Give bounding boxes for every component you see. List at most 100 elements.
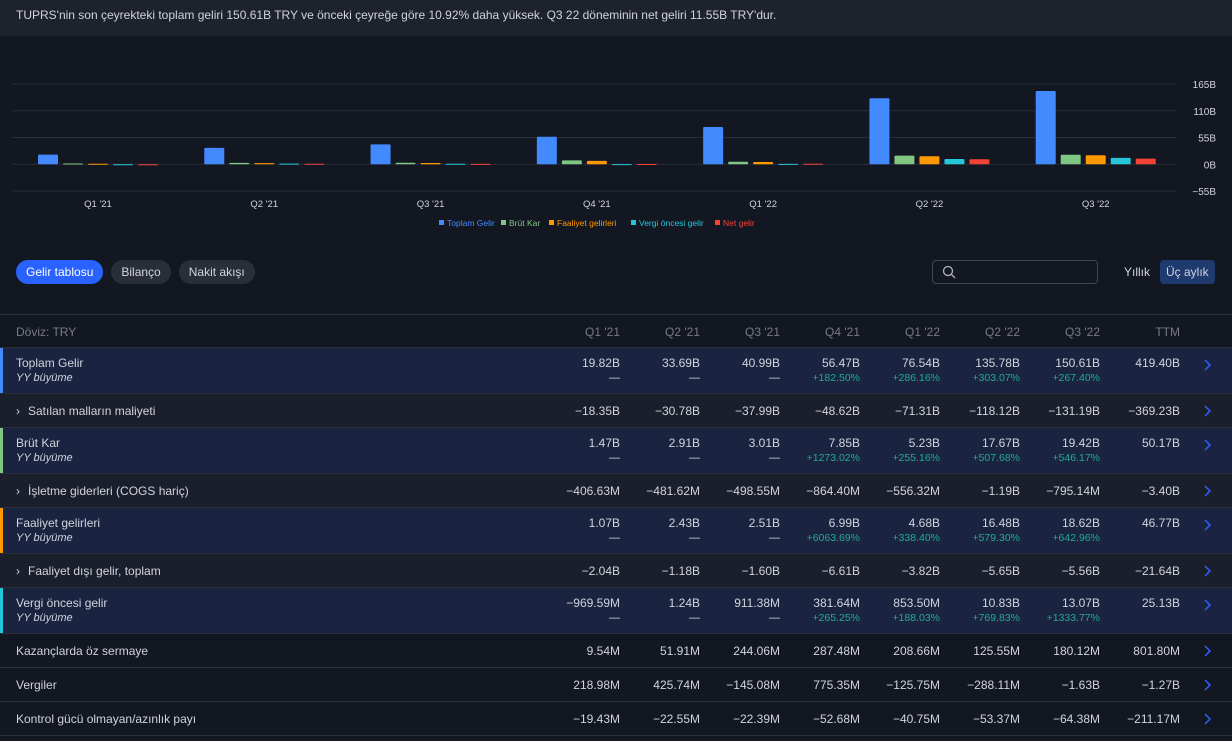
chevron-right-icon[interactable] [1200, 678, 1214, 692]
period-yearly-button[interactable]: Yıllık [1124, 265, 1151, 279]
row-label: Vergiler [16, 678, 57, 692]
y-tick-label: 55B [1198, 134, 1216, 145]
cell-value: −1.19B [981, 484, 1020, 498]
cell-value: 13.07B [1061, 596, 1100, 610]
cell-value: 381.64M [813, 596, 860, 610]
cell-growth: +642.96% [1052, 532, 1100, 544]
chevron-right-icon[interactable] [1200, 712, 1214, 726]
expand-caret-icon[interactable]: › [16, 404, 20, 418]
cell-value: −288.11M [967, 678, 1020, 692]
revenue-chart: 165B 110B 55B 0B −55B Q1 '21 Q2 '21 Q3 '21 Q4 '2… [12, 80, 1217, 228]
column-header: Q3 '22 [1065, 325, 1100, 339]
cell-value: −406.63M [566, 484, 620, 498]
legend-label: Vergi öncesi gelir [639, 218, 704, 228]
bar-vergi-ncesi-gelir-2 [445, 163, 466, 165]
row-label: Vergi öncesi gelir [16, 596, 107, 610]
period-quarterly-button[interactable]: Üç aylık [1160, 260, 1215, 284]
chevron-right-icon[interactable] [1200, 484, 1214, 498]
bar-vergi-ncesi-gelir-4 [778, 163, 799, 165]
cell-value: 50.17B [1141, 436, 1180, 450]
cell-value: −30.78B [654, 404, 700, 418]
chevron-right-icon[interactable] [1200, 518, 1214, 532]
cell-value: −131.19B [1048, 404, 1100, 418]
cell-value: −481.62M [646, 484, 700, 498]
cell-value: 56.47B [821, 356, 860, 370]
x-tick-label: Q2 '21 [250, 199, 278, 210]
column-header: Q4 '21 [825, 325, 860, 339]
tab-income-statement[interactable]: Gelir tablosu [16, 260, 104, 284]
cell-growth: +1333.77% [1046, 612, 1100, 624]
column-header: Q1 '22 [905, 325, 940, 339]
chevron-right-icon[interactable] [1200, 598, 1214, 612]
row-label: › İşletme giderleri (COGS hariç) [16, 484, 189, 498]
cell-value: 5.23B [908, 436, 940, 450]
cell-value: −3.82B [901, 564, 940, 578]
table-row[interactable]: Kazançlarda öz sermaye 9.54M 51.91M 244.06M… [0, 634, 1232, 668]
statement-tabs: Gelir tablosu Bilanço Nakit akışı [16, 260, 255, 284]
search-input[interactable] [961, 263, 1091, 281]
cell-value: 10.83B [981, 596, 1020, 610]
chevron-right-icon[interactable] [1200, 358, 1214, 372]
table-row[interactable]: › Faaliyet dışı gelir, toplam −2.04B −1.18B… [0, 554, 1232, 588]
row-sublabel: YY büyüme [16, 372, 73, 384]
bar-toplam-gelir-1 [204, 147, 225, 165]
expand-caret-icon[interactable]: › [16, 484, 20, 498]
cell-value: −22.55M [652, 712, 700, 726]
chevron-right-icon[interactable] [1200, 564, 1214, 578]
table-row[interactable]: Toplam Gelir YY büyüme 19.82B 33.69B 40.99B 5… [0, 348, 1232, 394]
table-row[interactable]: › İşletme giderleri (COGS hariç) −406.63M −… [0, 474, 1232, 508]
tab-balance-sheet[interactable]: Bilanço [111, 260, 171, 284]
bar-net-gelir-3 [636, 164, 657, 166]
table-row[interactable]: Faaliyet gelirleri YY büyüme 1.07B 2.43B 2.5… [0, 508, 1232, 554]
cell-value: −53.37M [972, 712, 1020, 726]
bar-toplam-gelir-5 [869, 98, 890, 165]
cell-value: 208.66M [893, 644, 940, 658]
cell-value: 801.80M [1133, 644, 1180, 658]
x-tick-label: Q3 '22 [1082, 199, 1110, 210]
bar-toplam-gelir-0 [38, 154, 58, 165]
cell-value: −969.59M [566, 596, 620, 610]
x-tick-label: Q3 '21 [417, 199, 445, 210]
table-row[interactable]: Vergiler 218.98M 425.74M −145.08M 775.35M −12… [0, 668, 1232, 702]
row-color-indicator [0, 508, 3, 553]
expand-caret-icon[interactable]: › [16, 564, 20, 578]
cell-value: −118.12B [969, 404, 1020, 418]
y-tick-label: −55B [1192, 187, 1216, 198]
legend-label: Toplam Gelir [447, 218, 495, 228]
tab-cash-flow[interactable]: Nakit akışı [178, 260, 255, 284]
search-box[interactable] [932, 260, 1098, 284]
table-row[interactable]: Kontrol gücü olmayan/azınlık payı −19.43M… [0, 702, 1232, 736]
table-row[interactable]: Vergi öncesi gelir YY büyüme −969.59M 1.24B… [0, 588, 1232, 634]
search-icon [942, 265, 956, 279]
column-header: TTM [1155, 325, 1180, 339]
row-color-indicator [0, 588, 3, 633]
cell-value: 3.01B [748, 436, 780, 450]
table-row[interactable]: › Satılan malların maliyeti −18.35B −30.78B… [0, 394, 1232, 428]
chevron-right-icon[interactable] [1200, 438, 1214, 452]
cell-growth: — [769, 372, 780, 384]
cell-value: −2.04B [581, 564, 620, 578]
cell-value: 244.06M [733, 644, 780, 658]
chevron-right-icon[interactable] [1200, 644, 1214, 658]
cell-value: −1.27B [1141, 678, 1180, 692]
bar-net-gelir-5 [969, 159, 990, 165]
currency-label: Döviz: TRY [16, 325, 77, 339]
row-name: Faaliyet gelirleri [16, 516, 101, 530]
cell-value: −6.61B [821, 564, 860, 578]
cell-value: 125.55M [973, 644, 1020, 658]
cell-value: 16.48B [981, 516, 1020, 530]
bar-vergi-ncesi-gelir-3 [611, 164, 632, 166]
cell-value: 150.61B [1055, 356, 1100, 370]
row-sublabel: YY büyüme [16, 452, 73, 464]
y-tick-label: 0B [1204, 160, 1217, 171]
table-row[interactable]: Brüt Kar YY büyüme 1.47B 2.91B 3.01B 7.85B 5.2… [0, 428, 1232, 474]
chevron-right-icon[interactable] [1200, 404, 1214, 418]
column-header: Q2 '22 [985, 325, 1020, 339]
bar-net-gelir-1 [304, 163, 325, 165]
bar-vergi-ncesi-gelir-0 [113, 164, 133, 166]
cell-growth: +182.50% [812, 372, 860, 384]
cell-value: −19.43M [572, 712, 620, 726]
cell-growth: — [769, 612, 780, 624]
column-header: Q2 '21 [665, 325, 700, 339]
bar-br-t-kar-0 [63, 163, 83, 165]
